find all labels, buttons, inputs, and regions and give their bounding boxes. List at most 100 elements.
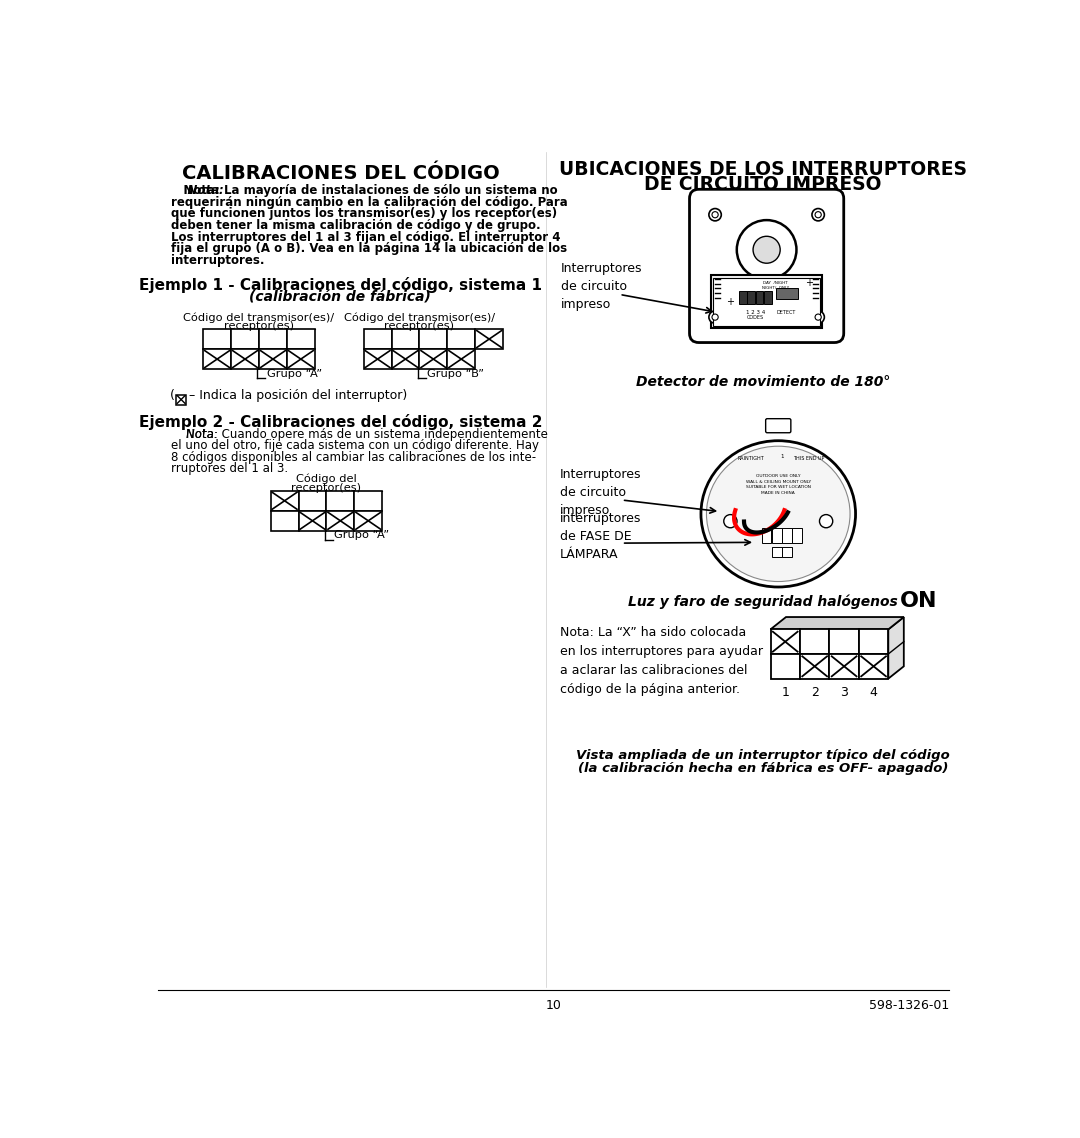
Text: 8 códigos disponibles al cambiar las calibraciones de los inte-: 8 códigos disponibles al cambiar las cal… bbox=[172, 451, 537, 463]
Bar bbox=[271, 511, 298, 530]
Text: Detector de movimiento de 180°: Detector de movimiento de 180° bbox=[635, 376, 890, 389]
Ellipse shape bbox=[701, 440, 855, 587]
Text: DETECT: DETECT bbox=[777, 310, 796, 314]
Bar bbox=[447, 349, 475, 369]
Text: 598-1326-01: 598-1326-01 bbox=[868, 999, 948, 1012]
Circle shape bbox=[724, 514, 737, 528]
Bar bbox=[203, 329, 231, 349]
Bar bbox=[231, 349, 259, 369]
Bar bbox=[800, 629, 829, 654]
Bar bbox=[859, 654, 889, 678]
Text: – Indica la posición del interruptor): – Indica la posición del interruptor) bbox=[189, 389, 407, 402]
Bar bbox=[829, 629, 859, 654]
Bar bbox=[475, 329, 503, 349]
Text: receptor(es): receptor(es) bbox=[292, 483, 362, 493]
Text: Los interruptores del 1 al 3 fijan el código. El interruptor 4: Los interruptores del 1 al 3 fijan el có… bbox=[172, 231, 561, 244]
Bar bbox=[298, 490, 326, 511]
Bar bbox=[271, 490, 298, 511]
Bar bbox=[392, 349, 419, 369]
Bar bbox=[829, 654, 859, 678]
Text: Interruptores
de circuito
impreso: Interruptores de circuito impreso bbox=[562, 262, 643, 311]
Bar bbox=[756, 291, 764, 304]
Text: Nota:: Nota: bbox=[172, 428, 218, 440]
Circle shape bbox=[712, 314, 718, 320]
Polygon shape bbox=[770, 617, 904, 629]
Text: Nota: Cuando opere más de un sistema independientemente: Nota: Cuando opere más de un sistema ind… bbox=[172, 428, 549, 440]
Text: el uno del otro, fije cada sistema con un código diferente. Hay: el uno del otro, fije cada sistema con u… bbox=[172, 439, 539, 452]
Bar bbox=[287, 349, 314, 369]
Text: NIGHT/  ONLY: NIGHT/ ONLY bbox=[761, 286, 789, 290]
Bar bbox=[259, 329, 287, 349]
Bar bbox=[772, 528, 782, 543]
Bar bbox=[782, 528, 792, 543]
Text: Grupo “A”: Grupo “A” bbox=[267, 369, 322, 379]
Bar bbox=[775, 289, 798, 299]
Text: Nota: La “X” ha sido colocada
en los interruptores para ayudar
a aclarar las cal: Nota: La “X” ha sido colocada en los int… bbox=[559, 626, 762, 695]
Text: Nota:: Nota: bbox=[172, 184, 225, 197]
Text: Nota: La mayoría de instalaciones de sólo un sistema no: Nota: La mayoría de instalaciones de sól… bbox=[172, 184, 558, 197]
Text: THIS END UP: THIS END UP bbox=[793, 456, 824, 462]
Bar bbox=[364, 349, 392, 369]
FancyBboxPatch shape bbox=[689, 189, 843, 343]
Text: 2: 2 bbox=[811, 686, 819, 700]
Text: requerirán ningún cambio en la calibración del código. Para: requerirán ningún cambio en la calibraci… bbox=[172, 196, 568, 209]
Bar bbox=[859, 629, 889, 654]
Text: 3: 3 bbox=[840, 686, 848, 700]
Bar bbox=[747, 291, 755, 304]
Text: Código del transmisor(es)/: Código del transmisor(es)/ bbox=[184, 312, 335, 322]
Text: 1: 1 bbox=[781, 686, 789, 700]
Text: Luz y faro de seguridad halógenos: Luz y faro de seguridad halógenos bbox=[627, 595, 897, 609]
Text: Ejemplo 1 - Calibraciones del código, sistema 1: Ejemplo 1 - Calibraciones del código, si… bbox=[139, 278, 542, 294]
Text: (: ( bbox=[170, 389, 175, 402]
Bar bbox=[761, 528, 771, 543]
Bar bbox=[354, 511, 382, 530]
Bar bbox=[800, 654, 829, 678]
Bar bbox=[287, 329, 314, 349]
Bar bbox=[419, 329, 447, 349]
Text: 10: 10 bbox=[545, 999, 562, 1012]
Text: Interruptores
de circuito
impreso: Interruptores de circuito impreso bbox=[559, 468, 642, 517]
Bar bbox=[770, 629, 800, 654]
Bar bbox=[764, 291, 772, 304]
Text: Ejemplo 2 - Calibraciones del código, sistema 2: Ejemplo 2 - Calibraciones del código, si… bbox=[138, 414, 542, 430]
Text: deben tener la misma calibración de código y de grupo.: deben tener la misma calibración de códi… bbox=[172, 218, 541, 232]
Text: rruptores del 1 al 3.: rruptores del 1 al 3. bbox=[172, 462, 288, 476]
Circle shape bbox=[708, 208, 721, 221]
Ellipse shape bbox=[706, 446, 850, 582]
Text: RAINTIGHT: RAINTIGHT bbox=[738, 456, 765, 462]
Bar bbox=[792, 528, 801, 543]
Text: UBICACIONES DE LOS INTERRUPTORES: UBICACIONES DE LOS INTERRUPTORES bbox=[558, 159, 967, 179]
Text: Código del transmisor(es)/: Código del transmisor(es)/ bbox=[343, 312, 495, 322]
Circle shape bbox=[812, 311, 824, 323]
Circle shape bbox=[737, 220, 796, 280]
Text: DE CIRCUITO IMPRESO: DE CIRCUITO IMPRESO bbox=[644, 175, 881, 195]
Bar bbox=[326, 511, 354, 530]
Text: Grupo “B”: Grupo “B” bbox=[428, 369, 484, 379]
Text: Código del: Código del bbox=[296, 473, 356, 485]
Bar bbox=[354, 490, 382, 511]
Circle shape bbox=[712, 212, 718, 217]
Text: Vista ampliada de un interruptor típico del código: Vista ampliada de un interruptor típico … bbox=[576, 749, 949, 761]
Bar bbox=[711, 275, 822, 328]
Circle shape bbox=[708, 311, 721, 323]
Circle shape bbox=[815, 314, 821, 320]
Text: +: + bbox=[805, 278, 813, 288]
Text: CALIBRACIONES DEL CÓDIGO: CALIBRACIONES DEL CÓDIGO bbox=[181, 164, 499, 182]
Text: (la calibración hecha en fábrica es OFF- apagado): (la calibración hecha en fábrica es OFF-… bbox=[578, 761, 948, 775]
Bar bbox=[714, 278, 820, 325]
Text: +: + bbox=[726, 297, 734, 306]
Text: ON: ON bbox=[900, 591, 937, 611]
Bar bbox=[739, 291, 746, 304]
Bar bbox=[447, 329, 475, 349]
Bar bbox=[298, 511, 326, 530]
Circle shape bbox=[753, 237, 780, 263]
Bar bbox=[176, 395, 186, 404]
Bar bbox=[364, 329, 392, 349]
Text: receptor(es): receptor(es) bbox=[224, 321, 294, 331]
Bar bbox=[419, 349, 447, 369]
Text: 4: 4 bbox=[869, 686, 878, 700]
Text: receptor(es): receptor(es) bbox=[384, 321, 455, 331]
Bar bbox=[203, 349, 231, 369]
Text: Grupo “A”: Grupo “A” bbox=[334, 530, 389, 541]
Circle shape bbox=[820, 514, 833, 528]
